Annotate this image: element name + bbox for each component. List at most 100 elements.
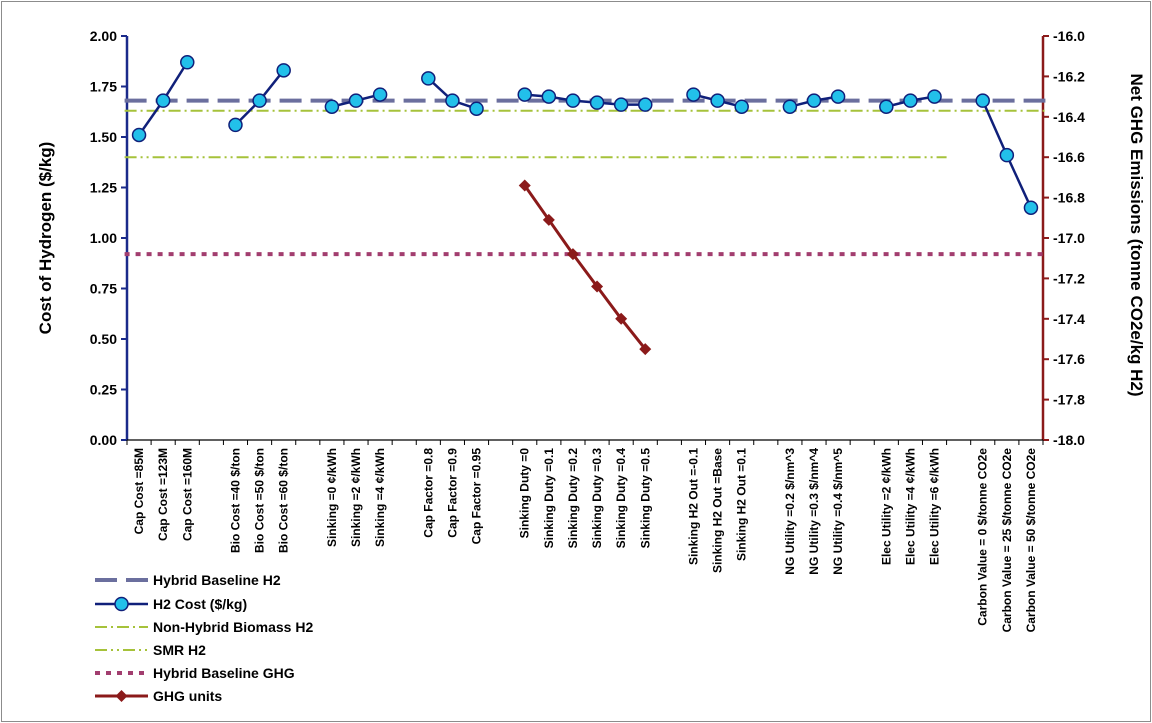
x-tick-label: Cap Factor =0.8 [421, 448, 435, 538]
x-tick-label: Sinking =2 ¢/kWh [349, 448, 363, 547]
y-tick-label: 0.25 [90, 382, 117, 398]
x-tick-label: Sinking Duty =0.1 [542, 448, 556, 549]
ghg-data-point [566, 248, 579, 261]
h2-cost-data-point [999, 147, 1015, 163]
h2-cost-data-point [131, 127, 147, 143]
h2-cost-data-point [638, 97, 653, 112]
x-tick-label: Cap Cost =123M [156, 448, 170, 541]
y2-tick-label: -16.6 [1053, 149, 1085, 165]
x-tick-label: Bio Cost =40 $/ton [228, 448, 242, 553]
y2-tick-label: -17.6 [1053, 351, 1085, 367]
h2-cost-data-point [686, 87, 701, 102]
y-tick-label: 1.75 [90, 79, 117, 95]
h2-cost-data-point [1023, 200, 1039, 215]
h2-cost-data-point [421, 71, 436, 86]
y-tick-label: 2.00 [90, 28, 117, 44]
h2-cost-data-point [348, 93, 364, 108]
legend-marker-h2-cost-kg- [114, 596, 129, 612]
x-tick-label: Sinking H2 Out =Base [711, 448, 725, 573]
legend-marker-ghg-units [115, 690, 128, 702]
y2-tick-label: -16.0 [1053, 28, 1085, 44]
h2-cost-data-point [252, 93, 267, 108]
h2-cost-data-point [445, 93, 460, 108]
y2-axis-title: Net GHG Emissions (tonne CO2e/kg H2) [1127, 73, 1146, 396]
h2-cost-data-point [613, 97, 629, 112]
h2-cost-data-point [372, 87, 388, 102]
h2-cost-data-point [180, 55, 195, 70]
h2-cost-data-point [517, 87, 532, 102]
x-tick-label: Sinking H2 Out =-0.1 [686, 448, 700, 565]
y2-tick-label: -18.0 [1053, 432, 1085, 448]
h2-cost-data-point [903, 93, 918, 108]
ghg-series-line [523, 184, 647, 351]
y-axis-title: Cost of Hydrogen ($/kg) [36, 142, 55, 335]
h2-cost-data-point [565, 93, 581, 108]
x-tick-label: Sinking Duty =0.3 [590, 448, 604, 549]
x-tick-label: Sinking Duty =0 [518, 448, 532, 539]
h2-cost-data-point [782, 99, 798, 114]
ghg-data-point [639, 343, 652, 356]
x-tick-label: Elec Utility =4 ¢/kWh [903, 448, 917, 565]
y-tick-label: 1.25 [90, 180, 117, 196]
x-tick-label: Sinking Duty =0.5 [638, 448, 652, 549]
h2-cost-data-point [541, 89, 557, 104]
y-tick-label: 1.00 [90, 230, 117, 246]
x-tick-label: NG Utility =0.3 $/nm^4 [807, 448, 821, 575]
legend-label-non-hybrid-biomass-h2: Non-Hybrid Biomass H2 [153, 619, 313, 635]
x-tick-label: Elec Utility =2 ¢/kWh [879, 448, 893, 565]
x-tick-label: Carbon Value = 0 $/tonne CO2e [976, 448, 990, 626]
h2-cost-data-point [324, 99, 340, 114]
x-tick-label: NG Utility =0.4 $/nm^5 [831, 448, 845, 575]
h2-cost-data-point [734, 99, 749, 114]
x-tick-label: Sinking =4 ¢/kWh [373, 448, 387, 547]
y2-tick-label: -16.2 [1053, 68, 1085, 84]
legend-label-hybrid-baseline-ghg: Hybrid Baseline GHG [153, 665, 295, 681]
x-tick-label: NG Utility =0.2 $/nm^3 [783, 448, 797, 575]
h2-cost-data-point [710, 93, 725, 108]
x-tick-label: Sinking H2 Out =0.1 [735, 448, 749, 561]
x-tick-label: Bio Cost =50 $/ton [253, 448, 267, 553]
x-tick-label: Sinking Duty =0.4 [614, 448, 628, 549]
y2-tick-label: -16.8 [1053, 190, 1085, 206]
y-tick-label: 0.50 [90, 331, 117, 347]
y-tick-label: 1.50 [90, 129, 117, 145]
y2-tick-label: -17.8 [1053, 392, 1085, 408]
y2-tick-label: -17.4 [1053, 311, 1085, 327]
h2-cost-data-point [975, 93, 990, 108]
h2-cost-data-point [927, 89, 942, 104]
h2-cost-data-point [589, 95, 605, 110]
x-tick-label: Sinking Duty =0.2 [566, 448, 580, 549]
x-tick-label: Carbon Value = 25 $/tonne CO2e [1000, 448, 1014, 633]
h2-cost-data-point [276, 63, 291, 78]
ghg-data-point [542, 213, 555, 226]
legend-label-ghg-units: GHG units [153, 688, 222, 704]
ghg-data-point [591, 280, 604, 293]
legend-label-smr-h2: SMR H2 [153, 642, 206, 658]
y2-tick-label: -17.0 [1053, 230, 1085, 246]
legend-label-hybrid-baseline-h2: Hybrid Baseline H2 [153, 572, 281, 588]
h2-cost-data-point [469, 101, 484, 116]
x-tick-label: Cap Cost =160M [180, 448, 194, 541]
y2-tick-label: -16.4 [1053, 109, 1085, 125]
h2-cost-data-point [228, 117, 243, 133]
y-tick-label: 0.00 [90, 432, 117, 448]
h2-cost-data-point [879, 99, 894, 114]
legend-label-h2-cost-kg-: H2 Cost ($/kg) [153, 596, 247, 612]
h2-cost-data-point [155, 93, 171, 108]
ghg-data-point [518, 179, 531, 192]
h2-cost-data-point [830, 89, 846, 104]
ghg-data-point [615, 312, 628, 325]
x-tick-label: Cap Cost =85M [132, 448, 146, 534]
x-tick-label: Carbon Value = 50 $/tonne CO2e [1024, 448, 1038, 633]
x-tick-label: Cap Factor =0.95 [470, 448, 484, 545]
x-tick-label: Bio Cost =60 $/ton [277, 448, 291, 553]
x-tick-label: Sinking =0 ¢/kWh [325, 448, 339, 547]
y-tick-label: 0.75 [90, 281, 117, 297]
y2-tick-label: -17.2 [1053, 270, 1085, 286]
x-tick-label: Elec Utility =6 ¢/kWh [928, 448, 942, 565]
h2-cost-data-point [806, 93, 822, 108]
x-tick-label: Cap Factor =0.9 [445, 448, 459, 538]
